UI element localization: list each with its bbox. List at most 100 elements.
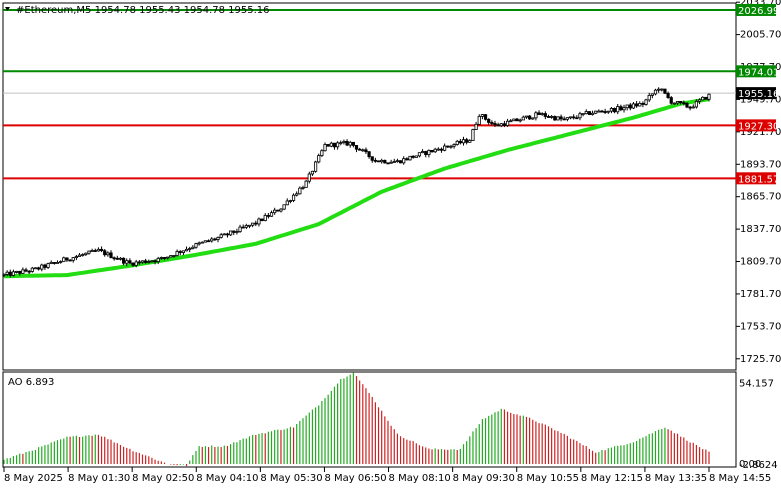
candle-body [675,100,680,104]
candle-body [317,155,321,163]
candle [515,117,519,122]
candle-body [213,238,217,241]
candle [43,263,47,270]
candle-body [685,102,689,108]
candle [537,110,541,115]
candle [339,140,343,146]
candle-body [21,269,25,274]
candle-body [679,100,683,104]
candle-body [487,118,491,123]
candle-body [310,170,315,175]
moving-average-line [4,97,710,279]
candle [235,228,239,235]
candle [540,112,544,116]
candle-body [282,204,286,210]
candle-body [398,160,403,164]
candle [206,239,211,243]
candle-body [24,269,28,272]
candle-body [625,104,629,109]
candle-body [420,151,425,154]
candle [578,111,582,121]
candle-body [320,150,324,156]
candle [162,257,167,261]
candle-body [134,261,138,266]
candle [323,142,327,152]
candle [59,260,63,264]
candle-body [103,250,107,256]
candle-body [156,257,160,262]
candle [5,270,9,277]
candle-body [77,254,82,257]
candle-body [184,248,189,252]
candle-body [383,159,387,164]
support-level-tag [736,172,776,185]
candle [52,262,56,265]
candle-body [647,95,651,101]
candle-body [578,113,582,119]
candle-body [543,113,547,117]
candle-body [373,159,377,162]
candle-body [276,209,280,212]
candle-body [616,106,620,113]
candle-body [65,257,69,261]
candle [528,114,532,120]
candle [313,160,318,173]
candle [480,113,484,120]
candle [77,253,82,257]
candle-body [257,218,261,225]
candle [33,267,38,270]
candle [266,212,270,219]
price-tick-label: 1949.70 [740,94,781,105]
candle-body [125,260,129,264]
candle [697,98,702,105]
candle [433,147,437,154]
price-tick-label: 1725.70 [740,354,781,365]
candle [241,224,245,229]
price-tick-label: 1893.70 [740,159,781,170]
candle [417,152,422,158]
candle [402,156,406,165]
candle [584,109,588,115]
candle-body [512,118,516,122]
candle-body [455,140,459,145]
candle-body [597,110,601,113]
candle-body [144,260,148,263]
candle [679,100,683,105]
candle-body [540,113,544,115]
candle-body [178,251,182,253]
candle-body [635,103,639,107]
candle [641,101,645,108]
candle-body [147,261,151,263]
candle-body [600,110,604,113]
candle [424,150,428,158]
candle [534,111,538,121]
candle-body [298,187,302,195]
candle-body [367,151,371,158]
candle-body [260,218,264,221]
candle-body [704,96,708,100]
dropdown-arrow-icon[interactable] [5,7,10,11]
candle-body [229,230,233,236]
candle [518,118,522,123]
candle-body [669,97,673,104]
candle [635,101,639,108]
candle-body [402,158,406,164]
candle-body [499,123,503,127]
time-tick-label: 8 May 2025 [4,473,63,484]
candle [269,210,274,217]
candle [628,103,632,111]
candle [543,111,547,120]
candle [178,250,182,256]
candle [373,157,377,163]
candle [550,115,554,119]
candle [553,115,557,121]
candle-body [386,162,390,165]
candle [521,115,525,121]
chart-title: #Ethereum,M5 1954.78 1955.43 1954.78 195… [16,5,270,16]
candle [118,257,123,261]
candle [254,220,258,227]
candle [11,269,16,277]
candle-body [483,114,488,120]
candle [345,139,349,147]
candle [310,170,315,176]
